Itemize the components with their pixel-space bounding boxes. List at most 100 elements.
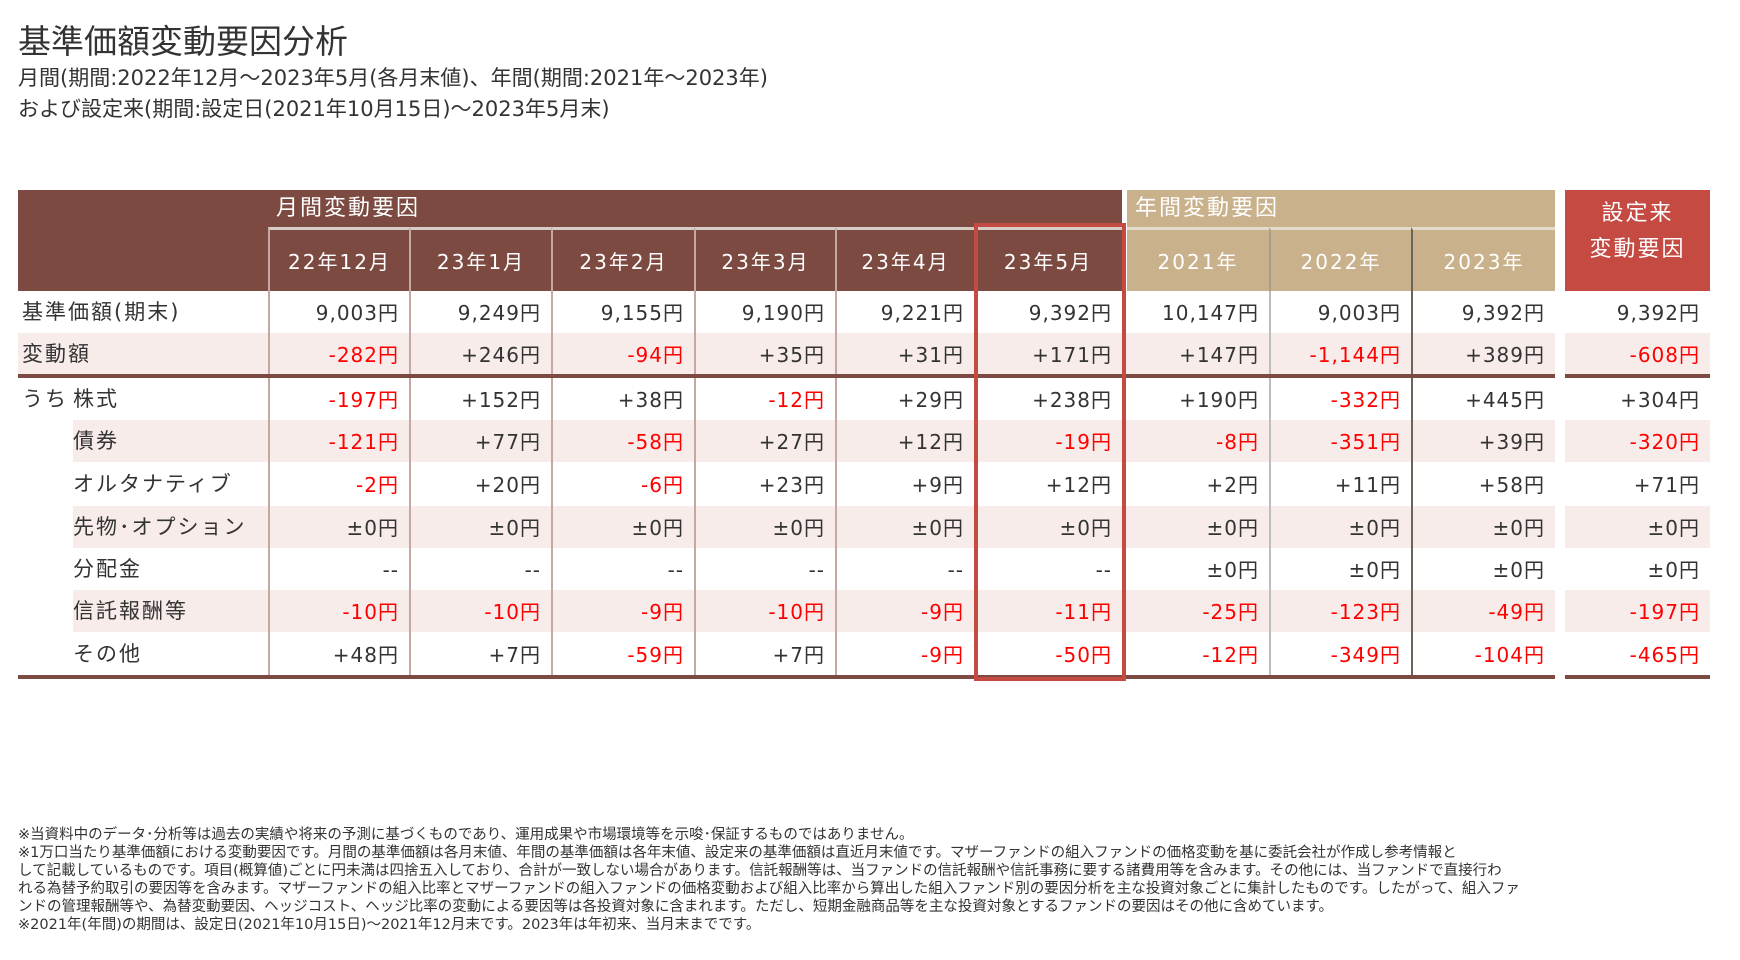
column-header-2021: 2021年 (1127, 227, 1269, 291)
table-cell: -- (382, 558, 399, 582)
table-cell: -- (667, 558, 684, 582)
table-row-trust-fees: 信託報酬等 -10円 -10円 -9円 -10円 -9円 -11円 -25円 -123円 -49円… (18, 590, 1710, 632)
table-cell: +29円 (897, 388, 964, 412)
row-separator (18, 374, 1555, 378)
table-row-futures-options: 先物･オプション ±0円 ±0円 ±0円 ±0円 ±0円 ±0円 ±0円 ±0円 ±0円 ±0円 (18, 506, 1710, 548)
table-cell: -121円 (328, 430, 399, 454)
table-cell: -123円 (1330, 600, 1401, 624)
period-description-since-inception: および設定来(期間:設定日(2021年10月15日)～2023年5月末) (18, 97, 610, 121)
table-cell: +35円 (758, 343, 825, 367)
table-cell: -- (808, 558, 825, 582)
table-cell: ±0円 (772, 516, 825, 540)
table-cell: ±0円 (1492, 558, 1545, 582)
table-cell: 9,221円 (880, 301, 964, 325)
table-cell: +389円 (1465, 343, 1545, 367)
table-cell: +238円 (1032, 388, 1112, 412)
table-row-other: その他 +48円 +7円 -59円 +7円 -9円 -50円 -12円 -349円 -104円 -4… (18, 633, 1710, 675)
table-cell: -59円 (627, 643, 684, 667)
table-cell: -- (947, 558, 964, 582)
table-cell: -58円 (627, 430, 684, 454)
monthly-header: 月間変動要因 22年12月 23年1月 23年2月 23年3月 23年4月 23… (18, 190, 1122, 291)
since-inception-header: 設定来 変動要因 (1565, 190, 1710, 291)
footnote-line: ンドの管理報酬等や、為替変動要因、ヘッジコスト、ヘッジ比率の変動による要因等は各… (18, 899, 1333, 915)
column-divider (835, 291, 837, 676)
table-cell: 9,155円 (600, 301, 684, 325)
table-row-equities: うち 株式 -197円 +152円 +38円 -12円 +29円 +238円 +190円 -332… (18, 378, 1710, 420)
page-title: 基準価額変動要因分析 (18, 22, 348, 61)
table-cell: -10円 (342, 600, 399, 624)
table-cell: -10円 (484, 600, 541, 624)
table-cell: +71円 (1633, 473, 1700, 497)
table-cell: ±0円 (1206, 558, 1259, 582)
table-row-alternatives: オルタナティブ -2円 +20円 -6円 +23円 +9円 +12円 +2円 +11円 +58円 +… (18, 463, 1710, 505)
row-prefix-uchi: うち (22, 387, 68, 411)
table-cell: +31円 (897, 343, 964, 367)
table-cell: -197円 (328, 388, 399, 412)
table-cell: -104円 (1474, 643, 1545, 667)
footnotes: ※当資料中のデータ･分析等は過去の実績や将来の予測に基づくものであり、運用成果や… (18, 826, 1728, 934)
table-cell: ±0円 (1059, 516, 1112, 540)
table-row-change-amount: 変動額 -282円 +246円 -94円 +35円 +31円 +171円 +147円 -1,14… (18, 333, 1710, 375)
row-stripe (1565, 590, 1710, 632)
table-row-nav-end: 基準価額(期末) 9,003円 9,249円 9,155円 9,190円 9,221円 9,… (18, 291, 1710, 333)
column-divider (268, 291, 270, 676)
row-stripe (73, 590, 1555, 632)
table-cell: -9円 (641, 600, 684, 624)
table-cell: +38円 (617, 388, 684, 412)
table-cell: -1,144円 (1309, 343, 1401, 367)
column-header-23-02: 23年2月 (551, 227, 694, 291)
table-cell: -608円 (1629, 343, 1700, 367)
table-cell: +27円 (758, 430, 825, 454)
monthly-group-label: 月間変動要因 (276, 196, 421, 221)
row-stripe (73, 506, 1555, 548)
column-divider (694, 291, 696, 676)
table-cell: -11円 (1055, 600, 1112, 624)
table-cell: +2円 (1206, 473, 1259, 497)
table-cell: +152円 (461, 388, 541, 412)
row-label: 基準価額(期末) (22, 300, 181, 324)
column-header-23-05: 23年5月 (974, 227, 1122, 291)
table-cell: -- (524, 558, 541, 582)
row-stripe (1565, 333, 1710, 375)
table-cell: +77円 (474, 430, 541, 454)
row-label: 変動額 (22, 342, 91, 366)
table-cell: -9円 (921, 643, 964, 667)
table-cell: 9,249円 (457, 301, 541, 325)
since-inception-label-line1: 設定来 (1601, 201, 1674, 226)
table-cell: +23円 (758, 473, 825, 497)
table-cell: 9,392円 (1461, 301, 1545, 325)
row-separator (1565, 374, 1710, 378)
table-cell: +7円 (772, 643, 825, 667)
row-label: 先物･オプション (73, 515, 247, 539)
table-cell: -332円 (1330, 388, 1401, 412)
table-cell: -10円 (768, 600, 825, 624)
row-label: その他 (73, 642, 142, 666)
table-cell: +445円 (1465, 388, 1545, 412)
row-label: 分配金 (73, 557, 142, 581)
table-cell: -9円 (921, 600, 964, 624)
table-cell: -12円 (768, 388, 825, 412)
table-cell: -282円 (328, 343, 399, 367)
row-stripe (73, 420, 1555, 462)
since-inception-label: 設定来 変動要因 (1565, 196, 1710, 268)
column-header-22-12: 22年12月 (268, 227, 409, 291)
table-cell: ±0円 (1206, 516, 1259, 540)
table-cell: +190円 (1179, 388, 1259, 412)
table-cell: ±0円 (1647, 558, 1700, 582)
row-stripe (18, 333, 1555, 375)
table-cell: 9,392円 (1616, 301, 1700, 325)
table-cell: -49円 (1488, 600, 1545, 624)
table-cell: -197円 (1629, 600, 1700, 624)
table-cell: +39円 (1478, 430, 1545, 454)
column-header-2022: 2022年 (1269, 227, 1411, 291)
column-divider (409, 291, 411, 676)
table-cell: +147円 (1179, 343, 1259, 367)
table-cell: -19円 (1055, 430, 1112, 454)
table-cell: 10,147円 (1162, 301, 1259, 325)
table-cell: ±0円 (1348, 516, 1401, 540)
table-cell: +246円 (461, 343, 541, 367)
column-divider (1269, 291, 1271, 676)
column-divider (1411, 291, 1413, 676)
table-cell: 9,003円 (315, 301, 399, 325)
row-label: 信託報酬等 (73, 599, 188, 623)
